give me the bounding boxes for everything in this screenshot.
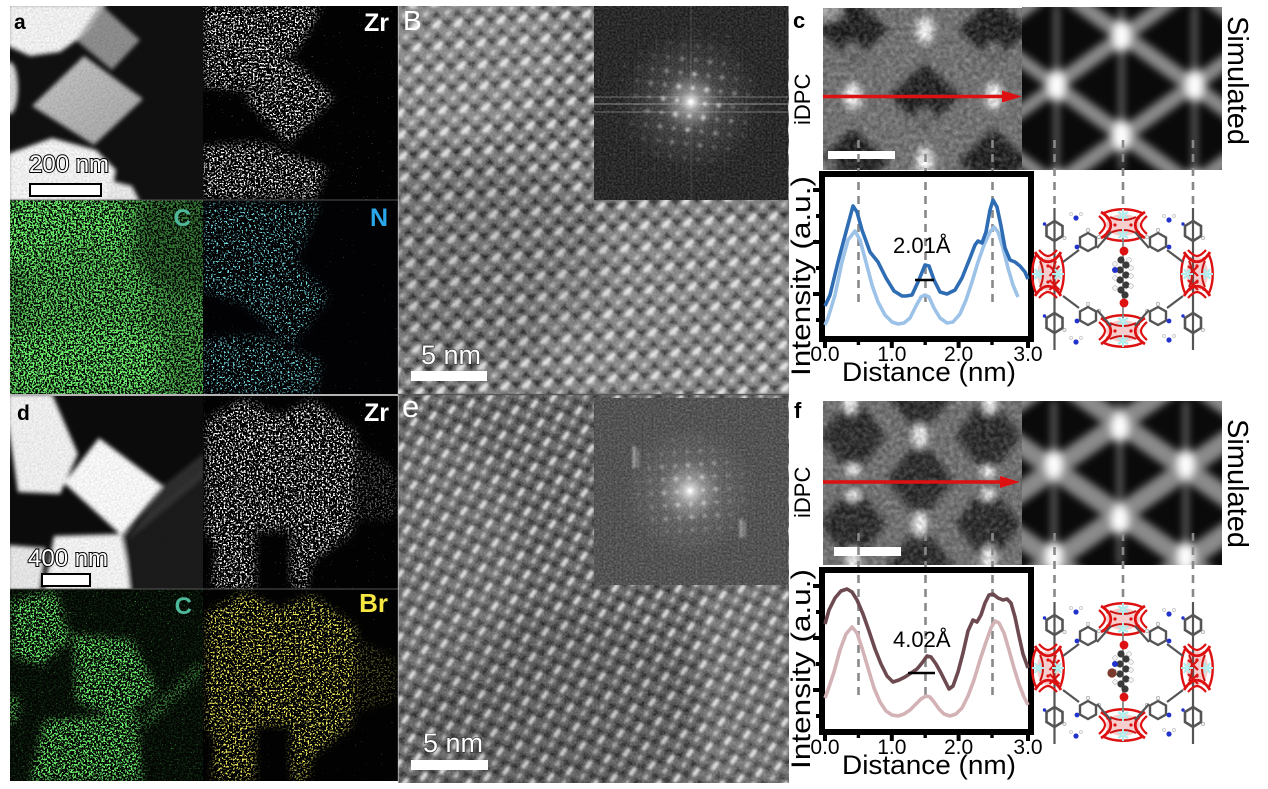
svg-text:a: a <box>14 11 26 34</box>
svg-text:0.0: 0.0 <box>810 736 839 759</box>
svg-text:Intensity (a.u.): Intensity (a.u.) <box>786 176 816 376</box>
svg-text:C: C <box>174 205 191 232</box>
svg-text:Zr: Zr <box>364 9 389 37</box>
svg-text:2.0: 2.0 <box>944 343 973 366</box>
svg-text:N: N <box>370 204 388 232</box>
svg-text:C: C <box>175 593 192 620</box>
svg-text:d: d <box>17 402 30 425</box>
svg-text:B: B <box>403 5 422 36</box>
svg-text:200 nm: 200 nm <box>29 151 109 178</box>
svg-text:0.0: 0.0 <box>810 343 839 366</box>
svg-text:Br: Br <box>359 588 388 618</box>
svg-text:Distance (nm): Distance (nm) <box>842 750 1016 780</box>
svg-text:Simulated: Simulated <box>1221 419 1253 548</box>
svg-text:5 nm: 5 nm <box>423 728 483 758</box>
svg-text:c: c <box>793 8 805 33</box>
svg-text:3.0: 3.0 <box>1013 736 1042 759</box>
svg-text:3.0: 3.0 <box>1013 343 1042 366</box>
svg-text:2.0: 2.0 <box>944 736 973 759</box>
svg-text:e: e <box>402 389 419 424</box>
svg-text:5 nm: 5 nm <box>421 340 481 370</box>
svg-text:Intensity (a.u.): Intensity (a.u.) <box>786 569 816 769</box>
svg-text:iDPC: iDPC <box>790 74 815 125</box>
svg-text:1.0: 1.0 <box>877 343 906 366</box>
svg-text:1.0: 1.0 <box>877 736 906 759</box>
svg-text:400 nm: 400 nm <box>28 545 108 572</box>
svg-text:Zr: Zr <box>364 399 389 427</box>
svg-text:4.02Å: 4.02Å <box>893 627 951 652</box>
svg-text:Simulated: Simulated <box>1221 16 1253 145</box>
svg-text:iDPC: iDPC <box>790 467 815 518</box>
svg-text:Distance (nm): Distance (nm) <box>842 357 1016 387</box>
svg-text:2.01Å: 2.01Å <box>893 233 951 258</box>
svg-text:f: f <box>794 398 802 423</box>
